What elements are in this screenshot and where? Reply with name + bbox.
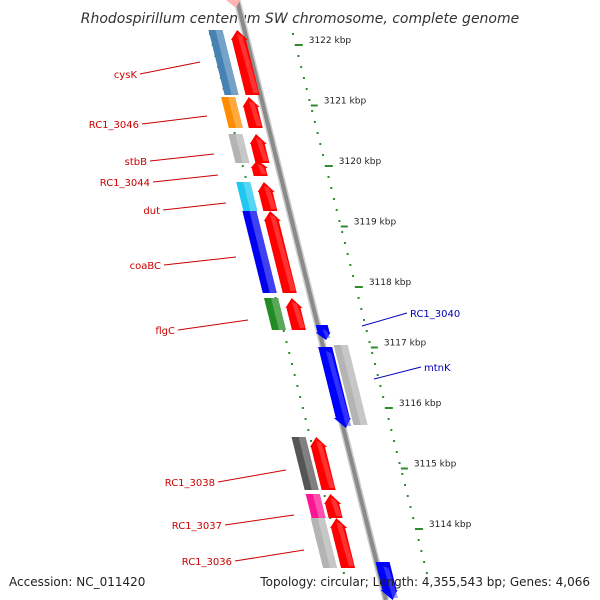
chromosome-backbone-core xyxy=(235,0,388,600)
gene-label-dut: dut xyxy=(143,206,160,217)
gene-arrow-RC1_3044 xyxy=(250,160,268,176)
gene-box-RC1_3038 xyxy=(291,437,319,490)
scale-dots-right xyxy=(292,33,428,574)
gene-label-RC1_3040: RC1_3040 xyxy=(410,309,460,320)
gene-arrow-RC1_3038 xyxy=(310,437,336,490)
leader-line xyxy=(224,514,295,526)
gene-box-coaBC xyxy=(242,211,277,293)
gene-arrow-cysK xyxy=(230,30,260,95)
kbp-tick-label: 3116 kbp xyxy=(399,399,442,409)
kbp-tick-label: 3118 kbp xyxy=(369,278,412,288)
kbp-tick-label: 3120 kbp xyxy=(339,157,382,167)
kbp-tick-label: 3122 kbp xyxy=(309,36,352,46)
scale-ticks: 3122 kbp 3121 kbp 3120 kbp 3119 kbp 3118 kbp… xyxy=(295,36,472,530)
kbp-tick-label: 3117 kbp xyxy=(384,339,427,349)
map-title: Rhodospirillum centenum SW chromosome, c… xyxy=(81,11,520,27)
accession-text: Accession: NC_011420 xyxy=(9,575,145,589)
gene-label-RC1_3036: RC1_3036 xyxy=(182,557,232,568)
leader-line xyxy=(149,153,215,162)
gene-box-flgC xyxy=(264,298,286,330)
gene-features xyxy=(208,30,398,600)
gene-arrow-mtnK xyxy=(318,347,352,428)
kbp-tick-label: 3121 kbp xyxy=(324,97,367,107)
gene-label-flgC: flgC xyxy=(155,326,175,337)
gene-box-dut xyxy=(236,182,258,211)
gene-arrow-RC1_3040 xyxy=(315,325,331,340)
summary-text: Topology: circular; Length: 4,355,543 bp… xyxy=(259,575,590,589)
gene-box-RC1_3037 xyxy=(305,494,326,518)
gene-label-RC1_3044: RC1_3044 xyxy=(100,178,150,189)
leader-line xyxy=(141,115,208,125)
gene-box-RC1_3046 xyxy=(221,97,243,128)
gene-label-coaBC: coaBC xyxy=(130,261,161,272)
leader-line xyxy=(139,61,201,75)
backbone-top-marker xyxy=(226,0,240,8)
leader-line xyxy=(163,256,237,266)
gene-arrow-flgC xyxy=(285,298,306,330)
gene-box-stbB xyxy=(228,134,250,163)
leader-line xyxy=(177,319,249,331)
gene-arrow-RC1_3046 xyxy=(242,97,263,128)
leader-line xyxy=(217,469,287,483)
gene-arrow-RC1_3036 xyxy=(330,518,356,568)
gene-arrow-stbB xyxy=(249,134,270,163)
gene-box-cysK xyxy=(208,30,239,95)
gene-label-RC1_3037: RC1_3037 xyxy=(172,521,222,532)
gene-arrow-dut xyxy=(257,182,278,211)
leader-line xyxy=(361,312,408,327)
gene-label-RC1_3046: RC1_3046 xyxy=(89,120,139,131)
leader-line xyxy=(373,366,422,380)
gene-label-cysK: cysK xyxy=(114,70,138,81)
leader-line xyxy=(152,174,219,183)
kbp-tick-label: 3114 kbp xyxy=(429,520,472,530)
gene-box-mtnK xyxy=(333,345,368,425)
gene-box-RC1_3036 xyxy=(310,518,338,568)
gene-label-mtnK: mtnK xyxy=(424,363,451,374)
kbp-tick-label: 3115 kbp xyxy=(414,460,457,470)
gene-label-stbB: stbB xyxy=(125,157,147,168)
gene-arrow-RC1_3037 xyxy=(324,494,343,518)
gene-arrow-partial xyxy=(375,562,398,600)
gene-arrow-coaBC xyxy=(263,211,297,293)
leader-line xyxy=(234,549,305,562)
leader-line xyxy=(162,202,227,211)
kbp-tick-label: 3119 kbp xyxy=(354,218,397,228)
gene-label-RC1_3038: RC1_3038 xyxy=(165,478,215,489)
